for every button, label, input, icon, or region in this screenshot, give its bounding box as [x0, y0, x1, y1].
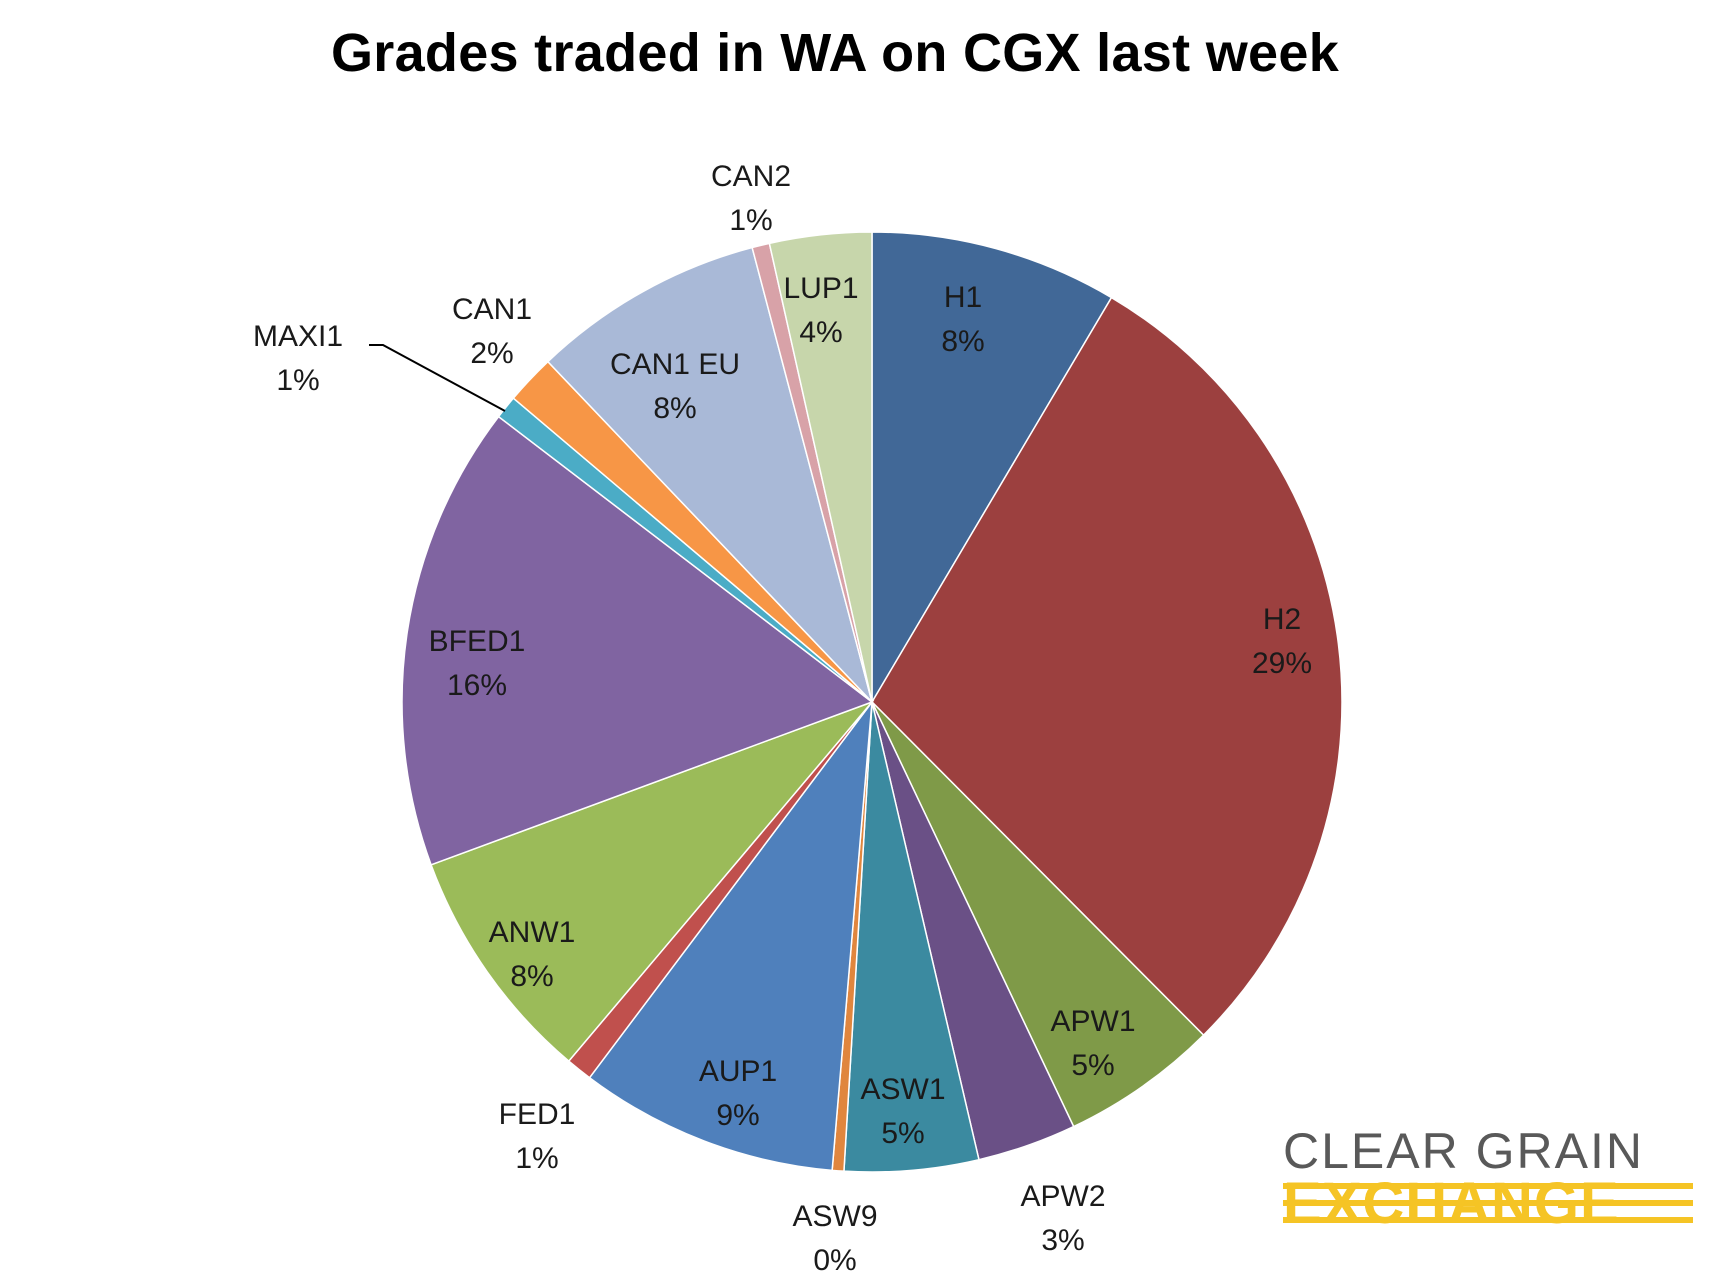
logo-line2: EXCHANGE: [1283, 1171, 1620, 1236]
pie-slice-apw1: [871, 701, 1205, 1128]
slice-label-can1: CAN1 2%: [452, 293, 532, 370]
clear-grain-exchange-logo: CLEAR GRAIN EXCHANGE: [1283, 1122, 1693, 1236]
slice-label-h1: H1 8%: [941, 281, 984, 358]
slice-label-h2: H2 29%: [1252, 603, 1312, 680]
pie-slice-can1-eu: [546, 246, 873, 703]
chart-title: Grades traded in WA on CGX last week: [330, 23, 1340, 83]
slice-label-fed1: FED1 1%: [499, 1098, 576, 1175]
slice-label-aup1: AUP1 9%: [699, 1055, 777, 1132]
logo-line1: CLEAR GRAIN: [1283, 1123, 1644, 1179]
slice-label-lup1: LUP1 4%: [783, 272, 858, 349]
pie-slice-h1: [871, 231, 1113, 705]
logo-stripes: [1283, 1177, 1693, 1229]
slice-label-asw9: ASW9 0%: [792, 1200, 877, 1277]
slice-label-can2: CAN2 1%: [711, 160, 791, 237]
slice-label-can1-eu: CAN1 EU 8%: [610, 348, 740, 425]
slice-label-apw2: APW2 3%: [1020, 1180, 1105, 1257]
slice-label-maxi1: MAXI1 1%: [253, 320, 343, 397]
pie-slice-bfed1: [401, 415, 874, 866]
pie-slice-anw1: [430, 700, 875, 1063]
slice-label-anw1: ANW1 8%: [489, 916, 576, 993]
slice-label-bfed1: BFED1 16%: [429, 625, 526, 702]
leader-lines: [369, 344, 506, 412]
slice-labels: H1 8% H2 29% APW1 5% APW2 3% ASW1 5% ASW9 0%AUP1 9% F…: [253, 160, 1312, 1277]
pie-slice-h2: [871, 296, 1343, 1037]
pie-slice-aup1: [588, 699, 873, 1172]
pie-slice-lup1: [768, 231, 873, 703]
slice-label-asw1: ASW1 5%: [860, 1073, 945, 1150]
leader-line-maxi1: [369, 344, 506, 412]
pie-slices: [401, 231, 1343, 1173]
slice-label-apw1: APW1 5%: [1050, 1005, 1135, 1082]
